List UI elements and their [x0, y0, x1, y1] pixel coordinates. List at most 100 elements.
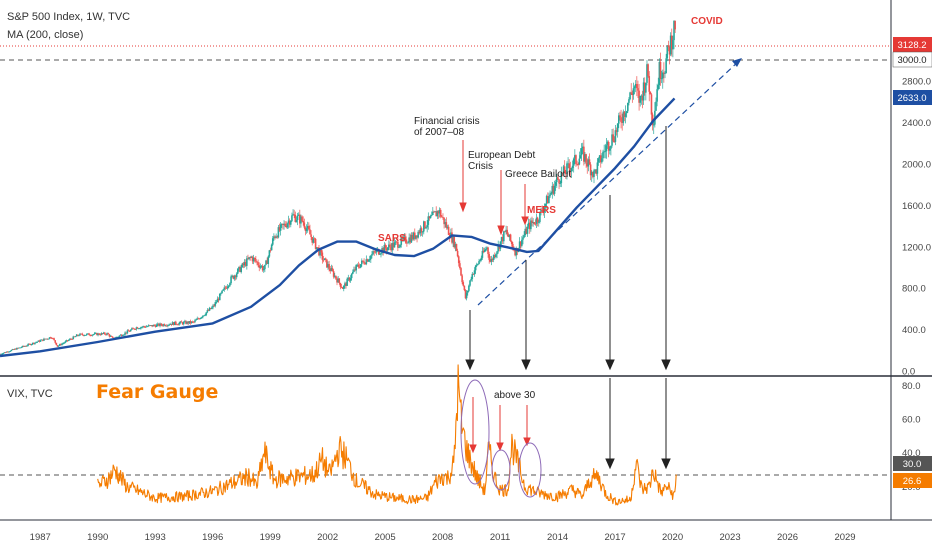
- price-candle: [35, 342, 37, 344]
- main-chart-title[interactable]: S&P 500 Index, 1W, TVC: [7, 11, 131, 23]
- price-candle: [487, 247, 489, 255]
- price-candle: [390, 246, 392, 251]
- price-candle: [616, 123, 619, 132]
- price-candle: [661, 72, 664, 79]
- price-candle: [492, 255, 495, 260]
- price-candle: [73, 336, 76, 338]
- price-candle: [311, 237, 314, 243]
- price-candle: [75, 334, 78, 337]
- price-candle: [526, 226, 529, 234]
- price-candle: [55, 342, 58, 346]
- price-candle: [202, 315, 204, 318]
- price-candle: [196, 318, 199, 320]
- price-candle: [350, 273, 353, 279]
- price-candle: [277, 227, 280, 238]
- price-candle: [484, 248, 487, 250]
- price-candle: [265, 260, 267, 265]
- price-tick-label: 400.0: [902, 325, 926, 336]
- time-axis-labels: 1987 1990 1993 1996 1999 2002 2005 2008 2011 2014…: [30, 532, 856, 543]
- price-candle: [96, 332, 98, 336]
- price-candle: [603, 151, 605, 153]
- price-candle: [107, 333, 110, 335]
- price-candle: [61, 343, 63, 346]
- price-candle: [395, 241, 398, 243]
- price-candle: [339, 282, 342, 287]
- price-candle: [575, 155, 577, 164]
- price-candle: [481, 250, 484, 258]
- price-candle: [363, 261, 365, 264]
- ma-200-line[interactable]: [0, 97, 676, 358]
- price-candle: [282, 223, 284, 226]
- price-candle: [322, 259, 325, 261]
- price-candle: [479, 260, 481, 262]
- price-candle: [302, 220, 304, 223]
- price-candle: [593, 170, 595, 177]
- price-candle: [1, 353, 4, 355]
- price-candle: [56, 345, 59, 347]
- price-candle: [48, 337, 51, 339]
- price-candle: [155, 324, 158, 327]
- price-candle: [570, 168, 573, 172]
- price-candle: [123, 334, 125, 336]
- price-candle: [611, 134, 613, 146]
- price-candle: [57, 345, 60, 347]
- price-candle: [275, 236, 277, 238]
- vix-line[interactable]: [97, 364, 677, 506]
- price-candle: [668, 46, 671, 55]
- price-candle: [138, 328, 141, 330]
- price-candle: [20, 347, 23, 349]
- price-candle: [243, 262, 246, 266]
- price-candle: [562, 166, 565, 174]
- price-candle: [283, 223, 285, 226]
- price-candle: [279, 224, 282, 231]
- price-candle: [149, 325, 151, 327]
- price-candle: [379, 254, 381, 255]
- price-candle: [577, 164, 580, 165]
- price-candle: [242, 263, 245, 266]
- time-tick-label: 1990: [87, 532, 108, 543]
- price-candle: [147, 325, 150, 327]
- price-candle: [424, 221, 426, 229]
- price-candle: [469, 280, 471, 286]
- time-tick-label: 1993: [145, 532, 166, 543]
- price-candle: [63, 342, 66, 344]
- price-candle: [344, 283, 346, 286]
- price-candle: [515, 248, 518, 256]
- price-candle: [347, 277, 350, 279]
- price-candle: [542, 211, 545, 213]
- price-candle: [250, 256, 253, 258]
- price-candle: [417, 231, 419, 238]
- price-candle: [97, 333, 99, 336]
- price-candle: [37, 340, 40, 342]
- price-candle: [45, 338, 48, 340]
- price-candle: [587, 159, 590, 167]
- price-candle: [26, 345, 28, 347]
- price-candle: [270, 244, 273, 251]
- time-tick-label: 2002: [317, 532, 338, 543]
- ma-indicator-label[interactable]: MA (200, close): [7, 29, 84, 41]
- price-candle: [318, 247, 320, 256]
- price-candle: [663, 72, 665, 74]
- price-candle: [540, 209, 542, 212]
- price-candle: [142, 326, 144, 328]
- price-candle: [224, 287, 227, 289]
- price-candle: [218, 293, 221, 301]
- price-candle: [268, 250, 271, 257]
- price-candle: [60, 344, 62, 346]
- price-candle: [413, 232, 416, 239]
- price-candle: [503, 231, 505, 242]
- price-candle: [78, 335, 80, 337]
- price-candle: [416, 235, 418, 238]
- price-candle: [544, 203, 547, 208]
- price-candle: [388, 244, 390, 248]
- price-candle: [456, 250, 459, 257]
- price-candle: [524, 228, 527, 236]
- price-candle: [501, 237, 504, 242]
- vix-chart-title[interactable]: VIX, TVC: [7, 388, 53, 400]
- price-candle: [594, 169, 596, 171]
- price-candle: [368, 259, 371, 261]
- price-candle: [293, 214, 295, 216]
- price-candle: [241, 263, 244, 268]
